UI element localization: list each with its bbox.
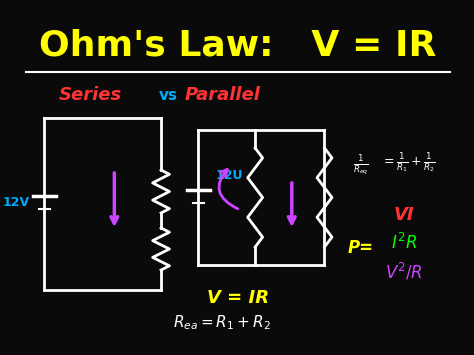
Text: 12V: 12V: [2, 196, 29, 208]
Text: 12U: 12U: [215, 169, 243, 182]
Text: VI: VI: [393, 206, 414, 224]
Text: P=: P=: [348, 239, 374, 257]
Text: Parallel: Parallel: [184, 86, 260, 104]
Text: $I^2R$: $I^2R$: [391, 233, 417, 253]
Text: $= \frac{1}{R_1} + \frac{1}{R_2}$: $= \frac{1}{R_1} + \frac{1}{R_2}$: [381, 151, 435, 175]
Text: V = IR: V = IR: [207, 289, 269, 307]
Text: Series: Series: [58, 86, 121, 104]
Text: $\frac{1}{R_{eq}}$: $\frac{1}{R_{eq}}$: [353, 153, 368, 177]
Text: $V^2/R$: $V^2/R$: [385, 261, 423, 283]
Text: $R_{ea} = R_1 + R_2$: $R_{ea} = R_1 + R_2$: [173, 314, 271, 332]
Text: Ohm's Law:   V = IR: Ohm's Law: V = IR: [39, 28, 437, 62]
Text: vs: vs: [159, 87, 178, 103]
